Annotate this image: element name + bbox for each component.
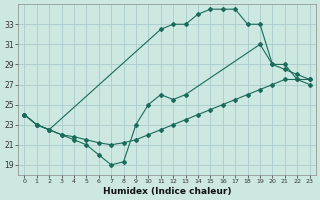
- X-axis label: Humidex (Indice chaleur): Humidex (Indice chaleur): [103, 187, 231, 196]
